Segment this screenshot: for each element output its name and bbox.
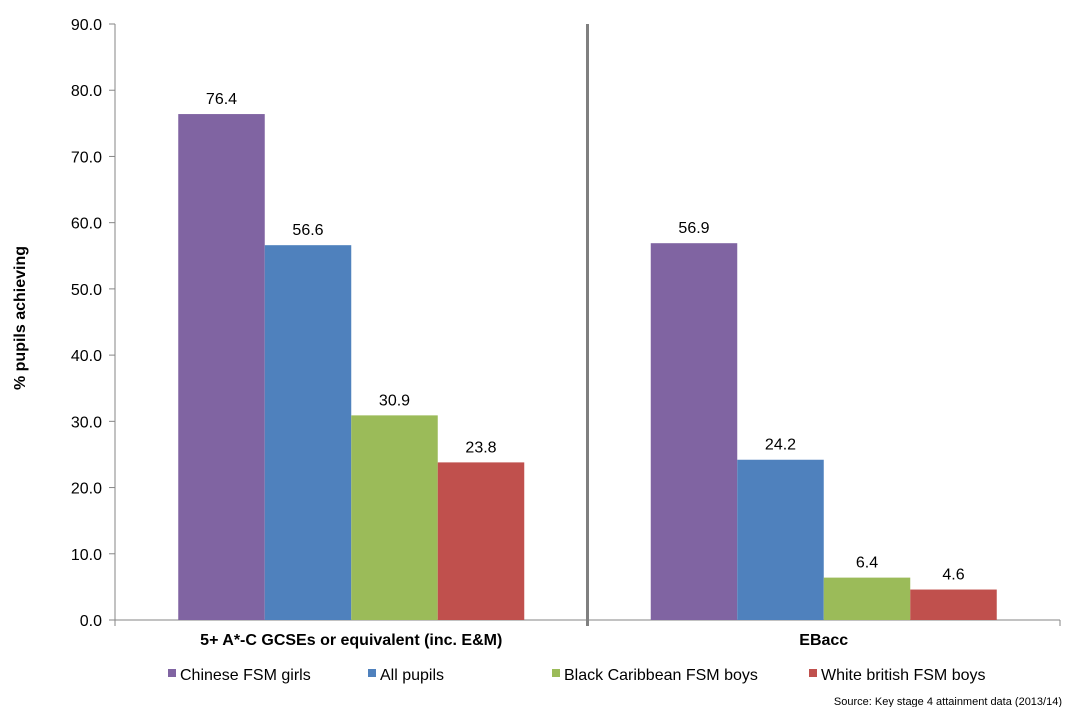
data-label: 76.4 [206, 91, 237, 108]
y-tick-label: 20.0 [71, 481, 102, 498]
legend-swatch [552, 669, 560, 677]
y-tick-label: 30.0 [71, 414, 102, 431]
y-tick-label: 70.0 [71, 149, 102, 166]
data-label: 4.6 [942, 567, 964, 584]
data-label: 56.6 [292, 222, 323, 239]
data-label: 24.2 [765, 437, 796, 454]
x-category-label: EBacc [799, 632, 848, 649]
data-labels: 76.4 56.6 30.9 23.8 56.9 24.2 6.4 4.6 [206, 91, 965, 583]
source-note: Source: Key stage 4 attainment data (201… [834, 696, 1062, 707]
data-label: 30.9 [379, 392, 410, 409]
legend: Chinese FSM girls All pupils Black Caribbe… [168, 667, 985, 684]
legend-label: Chinese FSM girls [180, 667, 311, 684]
bar [178, 114, 265, 620]
legend-swatch [809, 669, 817, 677]
legend-label: All pupils [380, 667, 444, 684]
bar [823, 577, 911, 620]
x-axis-categories: 5+ A*-C GCSEs or equivalent (inc. E&M) EB… [200, 632, 848, 649]
legend-swatch [168, 669, 176, 677]
data-label: 6.4 [856, 555, 878, 572]
y-tick-label: 80.0 [71, 83, 102, 100]
legend-label: White british FSM boys [821, 667, 985, 684]
bar [737, 459, 824, 620]
y-tick-label: 10.0 [71, 547, 102, 564]
bar [264, 245, 352, 620]
data-label: 56.9 [678, 220, 709, 237]
y-tick-label: 60.0 [71, 216, 102, 233]
bars [178, 114, 997, 620]
bar [351, 415, 438, 620]
data-label: 23.8 [465, 439, 496, 456]
bar [910, 589, 997, 620]
y-axis: 0.0 10.0 20.0 30.0 40.0 50.0 60.0 70.0 80.0 90.0 [71, 17, 1061, 630]
bar [650, 243, 738, 620]
y-tick-label: 0.0 [80, 613, 102, 630]
bar [437, 462, 525, 620]
y-tick-label: 90.0 [71, 17, 102, 34]
legend-swatch [368, 669, 376, 677]
y-axis-label: % pupils achieving [12, 246, 29, 390]
legend-label: Black Caribbean FSM boys [564, 667, 758, 684]
y-tick-label: 40.0 [71, 348, 102, 365]
x-category-label: 5+ A*-C GCSEs or equivalent (inc. E&M) [200, 632, 502, 649]
y-tick-label: 50.0 [71, 282, 102, 299]
